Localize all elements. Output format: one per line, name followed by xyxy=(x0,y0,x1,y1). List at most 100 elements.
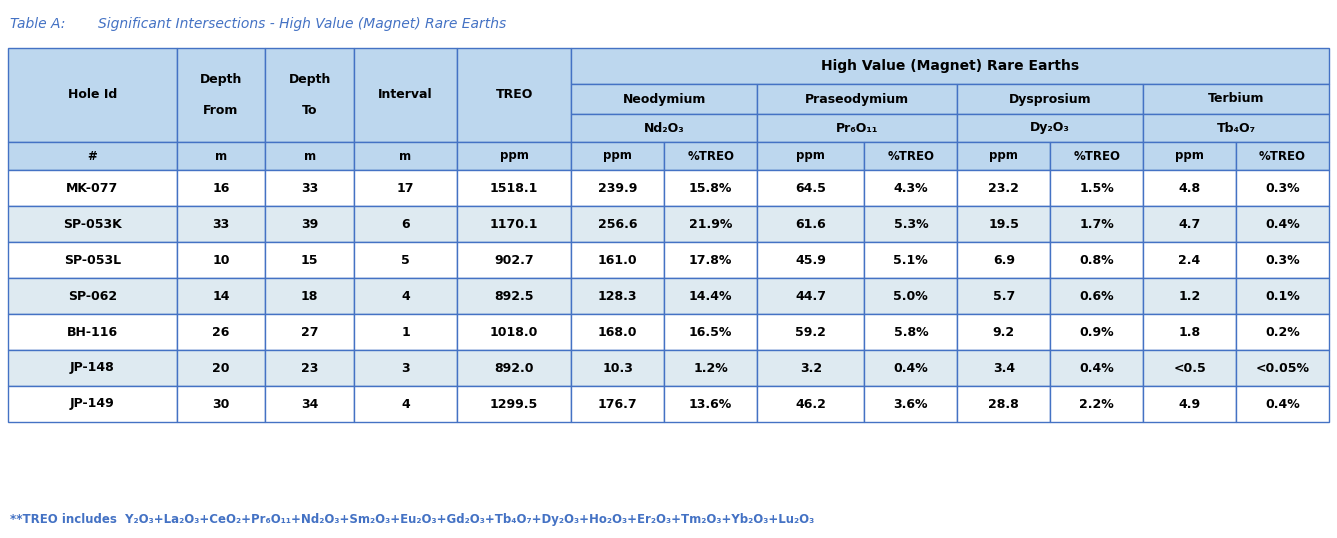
Bar xyxy=(1143,142,1237,170)
Bar xyxy=(265,170,354,206)
Bar xyxy=(1143,386,1237,422)
Bar xyxy=(957,114,1143,142)
Bar xyxy=(1143,206,1237,242)
Bar xyxy=(1051,242,1143,278)
Bar xyxy=(265,142,354,170)
Bar xyxy=(1051,314,1143,350)
Text: 1.8: 1.8 xyxy=(1178,325,1201,338)
Bar xyxy=(1051,350,1143,386)
Text: Dy₂O₃: Dy₂O₃ xyxy=(1031,122,1070,134)
Bar xyxy=(571,114,757,142)
Text: 17.8%: 17.8% xyxy=(689,253,733,266)
Bar xyxy=(757,206,864,242)
Bar xyxy=(176,142,265,170)
Bar xyxy=(265,48,354,142)
Bar xyxy=(957,386,1051,422)
Text: 4.7: 4.7 xyxy=(1178,217,1201,230)
Text: 0.4%: 0.4% xyxy=(1265,217,1300,230)
Bar xyxy=(757,386,864,422)
Text: 4.3%: 4.3% xyxy=(893,181,928,195)
Text: 1299.5: 1299.5 xyxy=(489,398,539,410)
Bar xyxy=(1143,314,1237,350)
Text: 33: 33 xyxy=(301,181,318,195)
Text: 5.1%: 5.1% xyxy=(893,253,928,266)
Bar xyxy=(957,206,1051,242)
Text: Significant Intersections - High Value (Magnet) Rare Earths: Significant Intersections - High Value (… xyxy=(98,17,507,31)
Text: 5.8%: 5.8% xyxy=(893,325,928,338)
Bar xyxy=(757,350,864,386)
Bar xyxy=(457,48,571,142)
Bar xyxy=(457,314,571,350)
Text: %TREO: %TREO xyxy=(1259,150,1306,162)
Text: Pr₆O₁₁: Pr₆O₁₁ xyxy=(836,122,878,134)
Text: 1.5%: 1.5% xyxy=(1079,181,1114,195)
Bar xyxy=(1237,206,1329,242)
Bar xyxy=(1237,242,1329,278)
Text: SP-062: SP-062 xyxy=(68,289,116,302)
Text: 45.9: 45.9 xyxy=(796,253,826,266)
Text: 239.9: 239.9 xyxy=(598,181,638,195)
Text: 3: 3 xyxy=(401,362,409,374)
Text: JP-148: JP-148 xyxy=(70,362,115,374)
Bar xyxy=(757,84,957,114)
Text: 5: 5 xyxy=(401,253,410,266)
Text: 15.8%: 15.8% xyxy=(689,181,733,195)
Text: Dysprosium: Dysprosium xyxy=(1009,93,1091,105)
Text: 0.6%: 0.6% xyxy=(1079,289,1114,302)
Bar xyxy=(1237,350,1329,386)
Text: 15: 15 xyxy=(301,253,318,266)
Text: <0.5: <0.5 xyxy=(1174,362,1206,374)
Text: 1.7%: 1.7% xyxy=(1079,217,1114,230)
Text: 23: 23 xyxy=(301,362,318,374)
Text: 1518.1: 1518.1 xyxy=(489,181,539,195)
Text: 176.7: 176.7 xyxy=(598,398,638,410)
Text: 0.8%: 0.8% xyxy=(1079,253,1114,266)
Text: Depth: Depth xyxy=(199,73,242,86)
Text: m: m xyxy=(303,150,316,162)
Text: 3.2: 3.2 xyxy=(800,362,822,374)
Bar xyxy=(8,386,176,422)
Bar xyxy=(176,278,265,314)
Text: Neodymium: Neodymium xyxy=(623,93,706,105)
Text: %TREO: %TREO xyxy=(888,150,935,162)
Text: Tb₄O₇: Tb₄O₇ xyxy=(1217,122,1255,134)
Text: 2.4: 2.4 xyxy=(1178,253,1201,266)
Text: 19.5: 19.5 xyxy=(988,217,1019,230)
Text: m: m xyxy=(400,150,412,162)
Text: 6: 6 xyxy=(401,217,409,230)
Bar xyxy=(1143,242,1237,278)
Text: 902.7: 902.7 xyxy=(495,253,533,266)
Text: m: m xyxy=(215,150,227,162)
Bar xyxy=(1143,278,1237,314)
Bar xyxy=(864,314,957,350)
Bar xyxy=(664,206,757,242)
Text: Terbium: Terbium xyxy=(1207,93,1265,105)
Bar xyxy=(571,350,664,386)
Text: 5.3%: 5.3% xyxy=(893,217,928,230)
Text: 4: 4 xyxy=(401,398,410,410)
Text: 1.2%: 1.2% xyxy=(694,362,729,374)
Text: 20: 20 xyxy=(213,362,230,374)
Bar xyxy=(957,242,1051,278)
Bar xyxy=(571,142,664,170)
Bar xyxy=(1237,170,1329,206)
Bar xyxy=(571,206,664,242)
Text: 0.4%: 0.4% xyxy=(1265,398,1300,410)
Text: Interval: Interval xyxy=(378,88,433,102)
Text: TREO: TREO xyxy=(496,88,532,102)
Text: 3.6%: 3.6% xyxy=(893,398,928,410)
Text: 0.4%: 0.4% xyxy=(893,362,928,374)
Bar xyxy=(176,48,265,142)
Text: ppm: ppm xyxy=(989,150,1019,162)
Bar xyxy=(354,242,457,278)
Bar xyxy=(265,278,354,314)
Text: #: # xyxy=(87,150,98,162)
Text: 26: 26 xyxy=(213,325,230,338)
Text: From: From xyxy=(203,104,239,117)
Bar xyxy=(957,314,1051,350)
Bar xyxy=(265,206,354,242)
Bar xyxy=(265,386,354,422)
Text: MK-077: MK-077 xyxy=(67,181,119,195)
Text: 0.1%: 0.1% xyxy=(1265,289,1300,302)
Text: 892.5: 892.5 xyxy=(495,289,533,302)
